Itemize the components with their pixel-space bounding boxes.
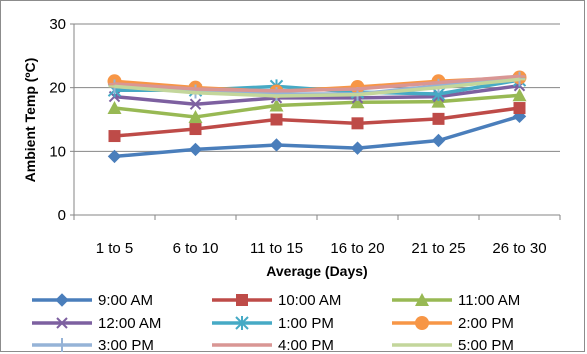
- legend-label: 3:00 PM: [98, 337, 154, 354]
- legend-label: 9:00 AM: [98, 292, 153, 309]
- legend-label: 11:00 AM: [458, 292, 520, 309]
- data-point: [107, 149, 122, 164]
- x-axis-title: Average (Days): [266, 263, 367, 279]
- legend-marker: [236, 294, 248, 306]
- legend-marker: [415, 316, 429, 330]
- legend-item: 2:00 PM: [392, 315, 514, 332]
- series-line: [114, 114, 521, 159]
- legend-marker: [56, 338, 68, 352]
- y-tick-labels: 0 10 20 30: [49, 16, 66, 224]
- data-point: [269, 98, 284, 112]
- series-line: [114, 93, 520, 119]
- series-10-00-am: [108, 102, 526, 143]
- y-tick-label: 0: [58, 207, 66, 224]
- legend-item: 4:00 PM: [212, 337, 334, 354]
- series-line: [114, 84, 520, 106]
- data-point: [431, 94, 446, 108]
- legend-label: 4:00 PM: [278, 337, 334, 354]
- legend-marker: [56, 317, 68, 329]
- x-tick-label: 11 to 15: [250, 240, 303, 257]
- data-point: [188, 142, 203, 157]
- x-tick-labels: 1 to 5 6 to 10 11 to 15 16 to 20 21 to 25 26 …: [96, 240, 547, 257]
- data-point: [270, 113, 283, 126]
- x-tick-label: 6 to 10: [173, 240, 219, 257]
- legend-item: 3:00 PM: [32, 337, 154, 354]
- legend-item: 1:00 PM: [212, 315, 334, 332]
- series-5-00-pm: [108, 77, 526, 98]
- series-line: [114, 77, 520, 98]
- legend-label: 5:00 PM: [458, 337, 514, 354]
- y-tick-label: 10: [49, 143, 66, 160]
- data-point: [513, 102, 526, 115]
- legend-item: 5:00 PM: [392, 337, 514, 354]
- data-point: [189, 123, 202, 136]
- data-point: [108, 130, 121, 143]
- data-point: [512, 88, 527, 102]
- series-4-00-pm: [108, 74, 526, 93]
- legend-label: 2:00 PM: [458, 315, 514, 332]
- data-point: [431, 133, 446, 148]
- data-point: [432, 112, 445, 125]
- legend-label: 10:00 AM: [278, 292, 341, 309]
- legend-label: 1:00 PM: [278, 315, 334, 332]
- series-line: [114, 74, 520, 93]
- legend: 9:00 AM 10:00 AM 11:00 AM 12:00 AM 1:00 PM 2:…: [32, 292, 520, 354]
- series-line: [114, 106, 520, 138]
- data-point: [351, 117, 364, 130]
- data-point: [189, 98, 202, 110]
- data-point: [107, 101, 122, 115]
- legend-item: 9:00 AM: [32, 292, 153, 309]
- x-tick-label: 21 to 25: [411, 240, 465, 257]
- y-tick-label: 30: [49, 16, 66, 33]
- axes: [70, 23, 561, 220]
- data-point: [350, 141, 365, 155]
- legend-item: 12:00 AM: [32, 315, 161, 332]
- x-tick-label: 26 to 30: [492, 240, 546, 257]
- legend-label: 12:00 AM: [98, 315, 161, 332]
- y-tick-label: 20: [49, 80, 66, 97]
- legend-marker: [415, 293, 429, 306]
- data-point: [188, 109, 203, 123]
- y-axis-title: Ambient Temp (ºC): [22, 58, 38, 183]
- series-9-00-am: [107, 109, 527, 164]
- data-point: [269, 138, 284, 152]
- legend-item: 10:00 AM: [212, 292, 341, 309]
- x-tick-label: 1 to 5: [96, 240, 134, 257]
- legend-item: 11:00 AM: [392, 292, 520, 309]
- data-point: [350, 95, 365, 109]
- x-tick-label: 16 to 20: [330, 240, 384, 257]
- legend-marker: [55, 293, 69, 307]
- series-group: [107, 70, 527, 164]
- series-11-00-am: [107, 88, 527, 123]
- legend-marker: [235, 316, 249, 330]
